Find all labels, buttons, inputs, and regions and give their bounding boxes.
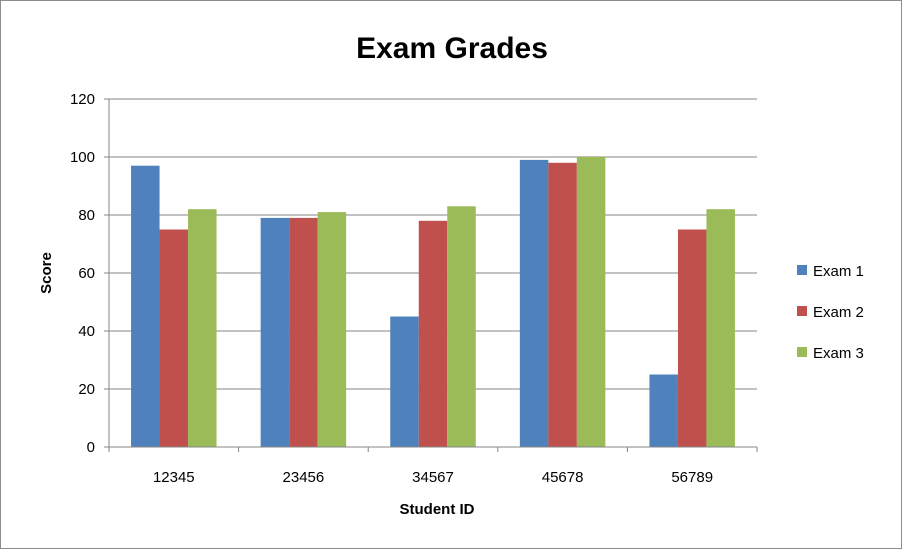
legend-swatch bbox=[797, 306, 807, 316]
bars bbox=[131, 157, 735, 448]
y-tick-label: 20 bbox=[78, 381, 95, 398]
chart-title: Exam Grades bbox=[356, 32, 548, 65]
legend-label: Exam 1 bbox=[813, 263, 864, 280]
y-tick-labels: 0 20 40 60 80 100 120 bbox=[70, 91, 95, 456]
bar-exam-3-12345 bbox=[188, 209, 217, 447]
bar-exam-1-12345 bbox=[131, 165, 160, 447]
x-axis-title: Student ID bbox=[400, 501, 475, 518]
bar-exam-3-45678 bbox=[576, 157, 606, 447]
bar-exam-2-56789 bbox=[677, 229, 707, 447]
bar-exam-1-34567 bbox=[390, 316, 419, 447]
x-tick-label: 56789 bbox=[671, 469, 713, 486]
y-tick-label: 100 bbox=[70, 149, 95, 166]
axes bbox=[108, 99, 757, 448]
x-tick-label: 23456 bbox=[283, 469, 325, 486]
bar-exam-2-12345 bbox=[159, 229, 189, 447]
bar-exam-1-45678 bbox=[519, 159, 549, 447]
y-tick-label: 60 bbox=[78, 265, 95, 282]
x-tick-label: 45678 bbox=[542, 469, 584, 486]
y-tick-label: 120 bbox=[70, 91, 95, 108]
y-axis-title: Score bbox=[38, 252, 55, 294]
bar-exam-1-56789 bbox=[649, 374, 678, 447]
bar-exam-3-34567 bbox=[447, 206, 476, 447]
x-tick-labels: 12345 23456 34567 45678 56789 bbox=[153, 469, 713, 486]
bar-exam-2-23456 bbox=[289, 217, 318, 447]
bar-exam-2-34567 bbox=[418, 220, 448, 447]
legend-label: Exam 3 bbox=[813, 345, 864, 362]
legend-swatch bbox=[797, 265, 807, 275]
y-tick-label: 40 bbox=[78, 323, 95, 340]
bar-exam-1-23456 bbox=[260, 217, 290, 447]
y-tick-label: 80 bbox=[78, 207, 95, 224]
bar-exam-2-45678 bbox=[548, 162, 577, 448]
x-tick-label: 34567 bbox=[412, 469, 454, 486]
bar-exam-3-23456 bbox=[317, 212, 347, 447]
legend: Exam 1 Exam 2 Exam 3 bbox=[797, 263, 864, 362]
legend-swatch bbox=[797, 347, 807, 357]
y-tick-label: 0 bbox=[87, 439, 95, 456]
bar-exam-3-56789 bbox=[706, 209, 735, 447]
legend-label: Exam 2 bbox=[813, 304, 864, 321]
x-tick-label: 12345 bbox=[153, 469, 195, 486]
